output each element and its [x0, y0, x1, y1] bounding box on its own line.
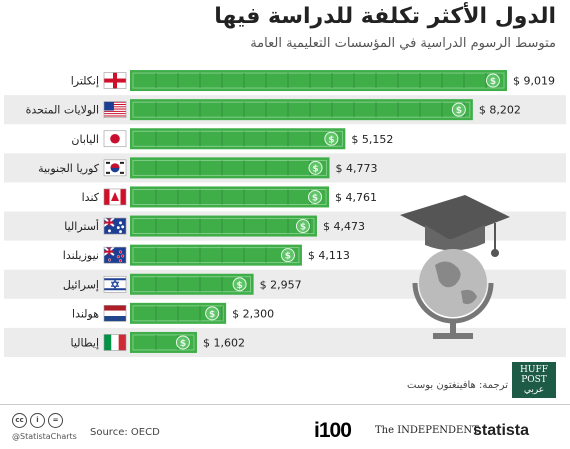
category-label: إسرائيل [63, 278, 99, 291]
bar-fill [130, 128, 346, 150]
bar-fill [130, 273, 254, 295]
source-note: Source: OECD [90, 427, 160, 438]
bar-fill [130, 244, 302, 266]
value-label: $ 5,152 [351, 133, 393, 146]
bar-new-zealand: $ [130, 244, 302, 266]
svg-text:$: $ [180, 339, 186, 349]
dollar-coin-icon: $ [232, 277, 247, 292]
israel-flag-icon [103, 275, 127, 293]
independent-logo: The INDEPENDENT [375, 425, 479, 436]
svg-text:$: $ [328, 135, 334, 145]
bar-inner-border [132, 189, 327, 205]
category-label: الولايات المتحدة [26, 104, 99, 117]
bar-fill [130, 70, 507, 92]
value-label: $ 4,761 [335, 191, 377, 204]
bar-england: $ [130, 70, 507, 92]
bar-israel: $ [130, 273, 254, 295]
bar-inner-border [132, 130, 343, 147]
category-label: كوريا الجنوبية [38, 162, 100, 175]
no-derivatives-icon: = [48, 413, 63, 428]
bar-fill [130, 215, 317, 237]
bar-inner-border [132, 334, 195, 351]
bar-inner-border [132, 72, 505, 89]
south-korea-flag-icon [103, 159, 127, 177]
svg-text:$: $ [285, 252, 291, 262]
svg-text:$: $ [312, 164, 318, 174]
svg-text:$: $ [490, 77, 496, 87]
category-label: كندا [82, 191, 100, 204]
england-flag-icon [103, 72, 127, 89]
italy-flag-icon [103, 334, 127, 351]
bar-inner-border [132, 101, 471, 118]
dollar-coin-icon: $ [451, 102, 466, 117]
dollar-coin-icon: $ [295, 219, 310, 234]
bar-fill [130, 99, 473, 121]
bar-inner-border [132, 218, 315, 234]
category-label: نيوزيلندا [63, 249, 99, 262]
dollar-coin-icon: $ [486, 73, 500, 88]
bar-australia: $ [130, 215, 317, 237]
bar-inner-border [132, 247, 300, 264]
dollar-coin-icon: $ [175, 335, 190, 350]
svg-text:$: $ [236, 281, 242, 291]
japan-flag-icon [103, 130, 127, 148]
category-label: إيطاليا [70, 336, 99, 349]
value-label: $ 2,957 [260, 278, 302, 291]
graduation-globe-icon [400, 195, 510, 339]
translation-credit: ترجمة: هافينغتون بوست [407, 380, 508, 391]
value-label: $ 1,602 [203, 336, 245, 349]
bar-inner-border [132, 276, 252, 293]
huffpost-logo-line3: عربي [523, 385, 545, 395]
bar-inner-border [132, 159, 327, 176]
category-label: إنكلترا [71, 75, 99, 88]
svg-text:$: $ [456, 106, 462, 116]
category-label: هولندا [72, 307, 99, 320]
value-label: $ 4,773 [336, 162, 378, 175]
new-zealand-flag-icon [103, 246, 127, 264]
dollar-coin-icon: $ [308, 160, 323, 175]
dollar-coin-icon: $ [205, 306, 220, 321]
cc-icon: cc [12, 413, 27, 428]
row-band [4, 327, 566, 357]
svg-text:$: $ [209, 310, 215, 320]
i100-logo: i100 [314, 419, 352, 442]
value-label: $ 4,113 [308, 249, 350, 262]
dollar-coin-icon: $ [308, 189, 323, 204]
page-title: الدول الأكثر تكلفة للدراسة فيها [214, 4, 556, 29]
attribution-icon: i [30, 413, 45, 428]
bar-fill [130, 157, 330, 179]
svg-text:$: $ [312, 193, 318, 203]
usa-flag-icon [103, 101, 127, 118]
category-label: أستراليا [64, 219, 99, 233]
category-label: اليابان [71, 133, 99, 146]
huffpost-logo: HUFF POST عربي [512, 362, 556, 398]
bar-netherlands: $ [130, 302, 227, 324]
huffpost-logo-line1: HUFF [520, 365, 548, 375]
svg-text:$: $ [300, 223, 306, 233]
value-label: $ 8,202 [479, 104, 521, 117]
page-subtitle: متوسط الرسوم الدراسية في المؤسسات التعلي… [250, 36, 556, 51]
australia-flag-icon [103, 217, 127, 235]
cc-license-icons: cc i = [12, 413, 63, 428]
statista-logo: statista [473, 422, 530, 439]
canada-flag-icon [103, 188, 127, 206]
value-label: $ 9,019 [513, 75, 555, 88]
netherlands-flag-icon [103, 305, 127, 322]
dollar-coin-icon: $ [324, 131, 339, 146]
value-label: $ 4,473 [323, 220, 365, 233]
statista-handle: @StatistaCharts [12, 432, 77, 441]
dollar-coin-icon: $ [280, 248, 295, 263]
bar-canada: $ [130, 186, 330, 208]
bar-italy: $ [130, 331, 197, 353]
footer: cc i = @StatistaCharts Source: OECD i100… [0, 404, 570, 449]
bar-usa: $ [130, 99, 473, 121]
bar-japan: $ [130, 128, 346, 150]
value-label: $ 2,300 [232, 307, 274, 320]
bar-south-korea: $ [130, 157, 330, 179]
huffpost-logo-line2: POST [521, 375, 547, 385]
bar-fill [130, 186, 330, 208]
